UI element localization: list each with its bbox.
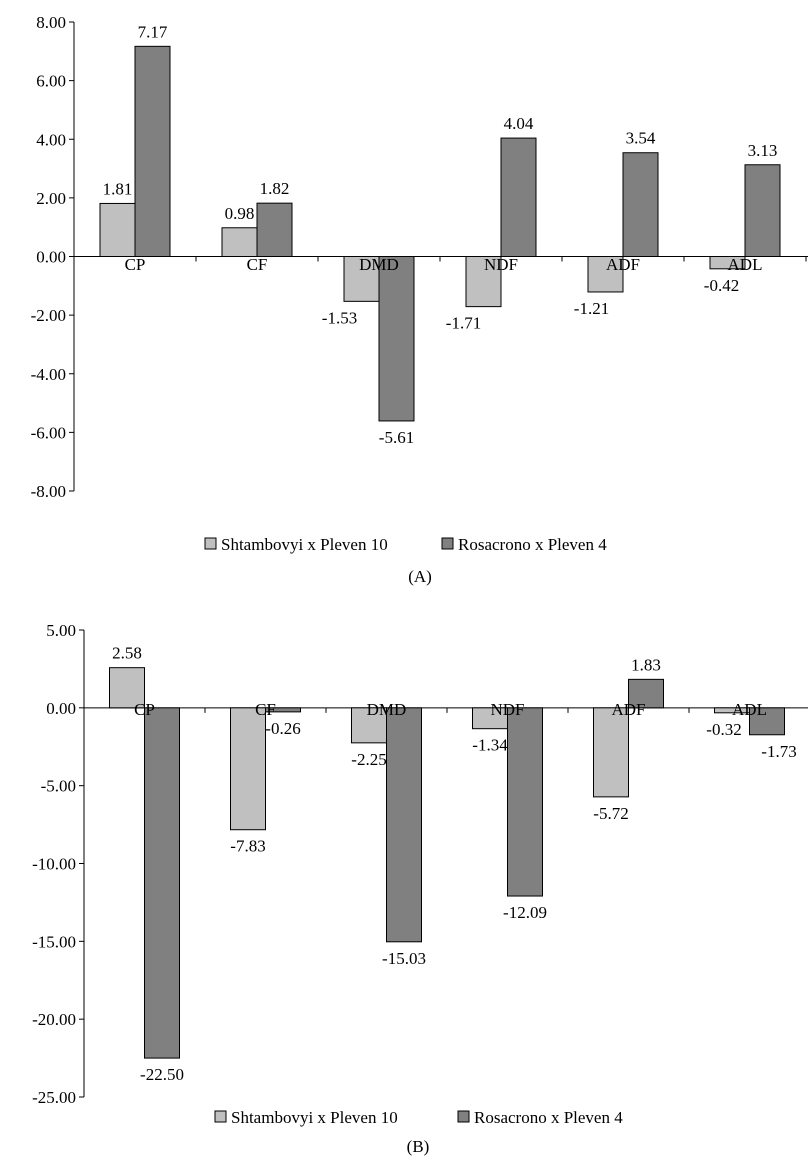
bar-rosacrono-dmd [378,256,415,422]
x-tick-label: ADL [732,700,767,719]
x-tick-label: CF [247,255,268,274]
data-label: -0.26 [265,719,300,738]
y-tick-label: 0.00 [46,699,76,718]
bar-rosacrono-cp [134,45,171,257]
bar-shtambovyi-cp [109,667,145,709]
bar-rosacrono-adl [744,164,781,257]
bar-rosacrono-ndf [507,707,543,897]
chart-panel-a: 8.00 6.00 4.00 2.00 0.00 -2.00 -4.00 -6.00 -8.00… [31,13,808,586]
y-tick-label: -25.00 [32,1088,76,1107]
x-tick-label: DMD [359,255,399,274]
legend-label: Shtambovyi x Pleven 10 [231,1108,398,1127]
legend-label: Shtambovyi x Pleven 10 [221,535,388,554]
data-label: -0.42 [704,276,739,295]
data-label: -5.72 [593,804,628,823]
chart-panel-b: 5.00 0.00 -5.00 -10.00 -15.00 -20.00 -25.00 2.5… [32,621,808,1156]
data-label: 3.13 [748,141,778,160]
data-label: -1.34 [472,736,508,755]
x-tick-label: CP [134,700,155,719]
bar-rosacrono-ndf [500,137,537,257]
bar-shtambovyi-cp [99,202,136,258]
y-tick-label: 6.00 [36,72,66,91]
y-tick-label: 5.00 [46,621,76,640]
x-tick-label: ADF [611,700,645,719]
panel-caption: (A) [408,567,432,586]
bar-shtambovyi-cf [221,227,258,257]
x-tick-label: NDF [490,700,524,719]
x-tick-label: DMD [367,700,407,719]
bar-shtambovyi-cf [230,707,266,831]
y-tick-label: -10.00 [32,855,76,874]
data-label: 2.58 [112,644,142,663]
y-tick-label: -15.00 [32,932,76,951]
data-label: 7.17 [138,22,168,41]
bar-shtambovyi-adf [587,256,624,293]
data-label: 1.81 [103,179,133,198]
bar-shtambovyi-adl [709,256,746,270]
data-label: -22.50 [140,1065,184,1084]
data-label: -1.71 [446,314,481,333]
legend-swatch [441,537,454,550]
legend: Shtambovyi x Pleven 10 Rosacrono x Pleven… [204,535,607,554]
data-label: -1.21 [574,299,609,318]
bar-rosacrono-cf [256,202,293,257]
bar-rosacrono-cp [144,707,180,1059]
legend-swatch [457,1110,470,1123]
data-label: 0.98 [225,204,255,223]
data-label: 1.83 [631,655,661,674]
y-tick-label: -8.00 [31,482,66,501]
bar-rosacrono-adf [622,152,659,257]
data-label: -12.09 [503,903,547,922]
x-tick-label: ADF [606,255,640,274]
y-tick-label: 0.00 [36,248,66,267]
legend-swatch [214,1110,227,1123]
x-tick-label: NDF [484,255,518,274]
data-label: -7.83 [230,837,265,856]
x-tick-label: ADL [728,255,763,274]
data-label: -5.61 [379,428,414,447]
bar-shtambovyi-adf [593,707,629,798]
legend: Shtambovyi x Pleven 10 Rosacrono x Pleven… [214,1108,623,1127]
y-tick-label: -2.00 [31,306,66,325]
y-tick-label: 2.00 [36,189,66,208]
legend-label: Rosacrono x Pleven 4 [458,535,607,554]
bar-rosacrono-dmd [386,707,422,943]
data-label: 4.04 [504,114,534,133]
data-label: -1.73 [761,742,796,761]
data-label: -15.03 [382,949,426,968]
x-tick-label: CF [255,700,276,719]
data-label: -2.25 [351,750,386,769]
y-tick-label: -20.00 [32,1010,76,1029]
legend-label: Rosacrono x Pleven 4 [474,1108,623,1127]
y-tick-label: 8.00 [36,13,66,32]
bar-shtambovyi-dmd [351,707,387,744]
data-label: 3.54 [626,129,656,148]
bar-shtambovyi-ndf [465,256,502,308]
y-tick-label: 4.00 [36,130,66,149]
data-label: -1.53 [322,308,357,327]
y-tick-label: -6.00 [31,423,66,442]
legend-swatch [204,537,217,550]
bar-rosacrono-adf [628,678,664,709]
bar-rosacrono-adl [749,707,785,736]
bar-rosacrono-cf [265,707,301,713]
y-tick-label: -4.00 [31,365,66,384]
data-label: -0.32 [706,720,741,739]
y-tick-label: -5.00 [41,777,76,796]
data-label: 1.82 [260,179,290,198]
panel-caption: (B) [407,1137,430,1156]
x-tick-label: CP [125,255,146,274]
